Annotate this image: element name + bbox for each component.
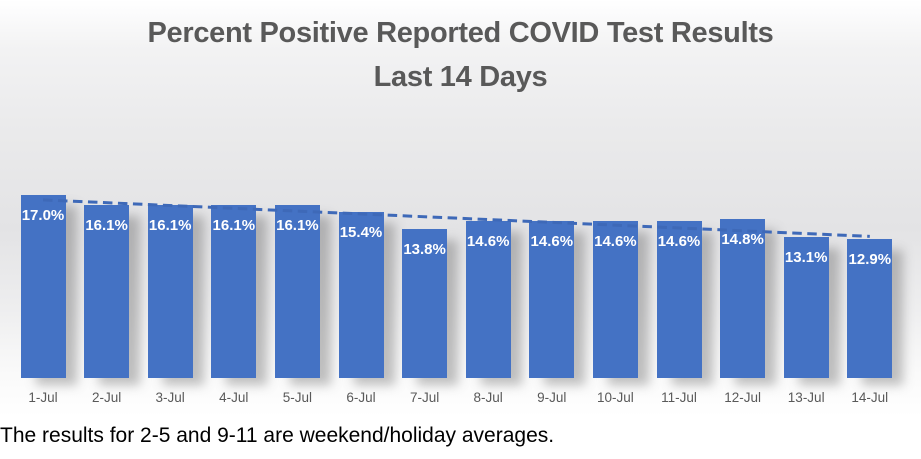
x-axis-label: 9-Jul bbox=[537, 390, 567, 405]
bar-value-label: 14.8% bbox=[721, 230, 764, 248]
x-axis-label: 5-Jul bbox=[282, 390, 313, 405]
footer-note: The results for 2-5 and 9-11 are weekend… bbox=[0, 417, 921, 459]
x-axis-label: 6-Jul bbox=[346, 390, 376, 405]
bar-12-Jul bbox=[720, 218, 766, 378]
x-axis-label: 12-Jul bbox=[724, 390, 761, 405]
chart-title-line2: Last 14 Days bbox=[373, 61, 548, 93]
bar-13-Jul bbox=[783, 236, 829, 378]
bar-7-Jul bbox=[402, 229, 448, 378]
chart-area: Percent Positive Reported COVID Test Res… bbox=[0, 0, 921, 418]
bar-8-Jul bbox=[465, 220, 511, 378]
bar-value-label: 15.4% bbox=[339, 224, 383, 242]
x-axis-label: 11-Jul bbox=[661, 390, 697, 405]
chart-title: Percent Positive Reported COVID Test Res… bbox=[0, 11, 921, 99]
chart-title-line1: Percent Positive Reported COVID Test Res… bbox=[147, 17, 774, 49]
x-axis-label: 4-Jul bbox=[219, 390, 249, 405]
bar-6-Jul bbox=[338, 212, 384, 378]
x-axis-label: 7-Jul bbox=[409, 390, 440, 405]
plot-area: 17.0% 1-Jul 16.1% 2-Jul 16.1% 3-Jul 16.1% 4-Jul… bbox=[20, 194, 893, 405]
x-axis-label: 14-Jul bbox=[851, 390, 889, 405]
x-axis-label: 13-Jul bbox=[787, 390, 825, 405]
bar-14-Jul bbox=[847, 239, 893, 378]
x-axis-label: 1-Jul bbox=[28, 390, 58, 405]
x-axis-label: 3-Jul bbox=[155, 390, 185, 405]
x-axis-label: 8-Jul bbox=[473, 390, 503, 405]
bar-value-label: 13.1% bbox=[784, 248, 828, 266]
x-axis-label: 2-Jul bbox=[91, 390, 122, 405]
bar-9-Jul bbox=[529, 220, 575, 378]
bar-10-Jul bbox=[592, 220, 638, 378]
bar-value-label: 12.9% bbox=[848, 251, 892, 269]
x-axis-label: 10-Jul bbox=[597, 390, 634, 405]
bar-11-Jul bbox=[656, 220, 702, 378]
bar-value-label: 13.8% bbox=[403, 241, 446, 259]
